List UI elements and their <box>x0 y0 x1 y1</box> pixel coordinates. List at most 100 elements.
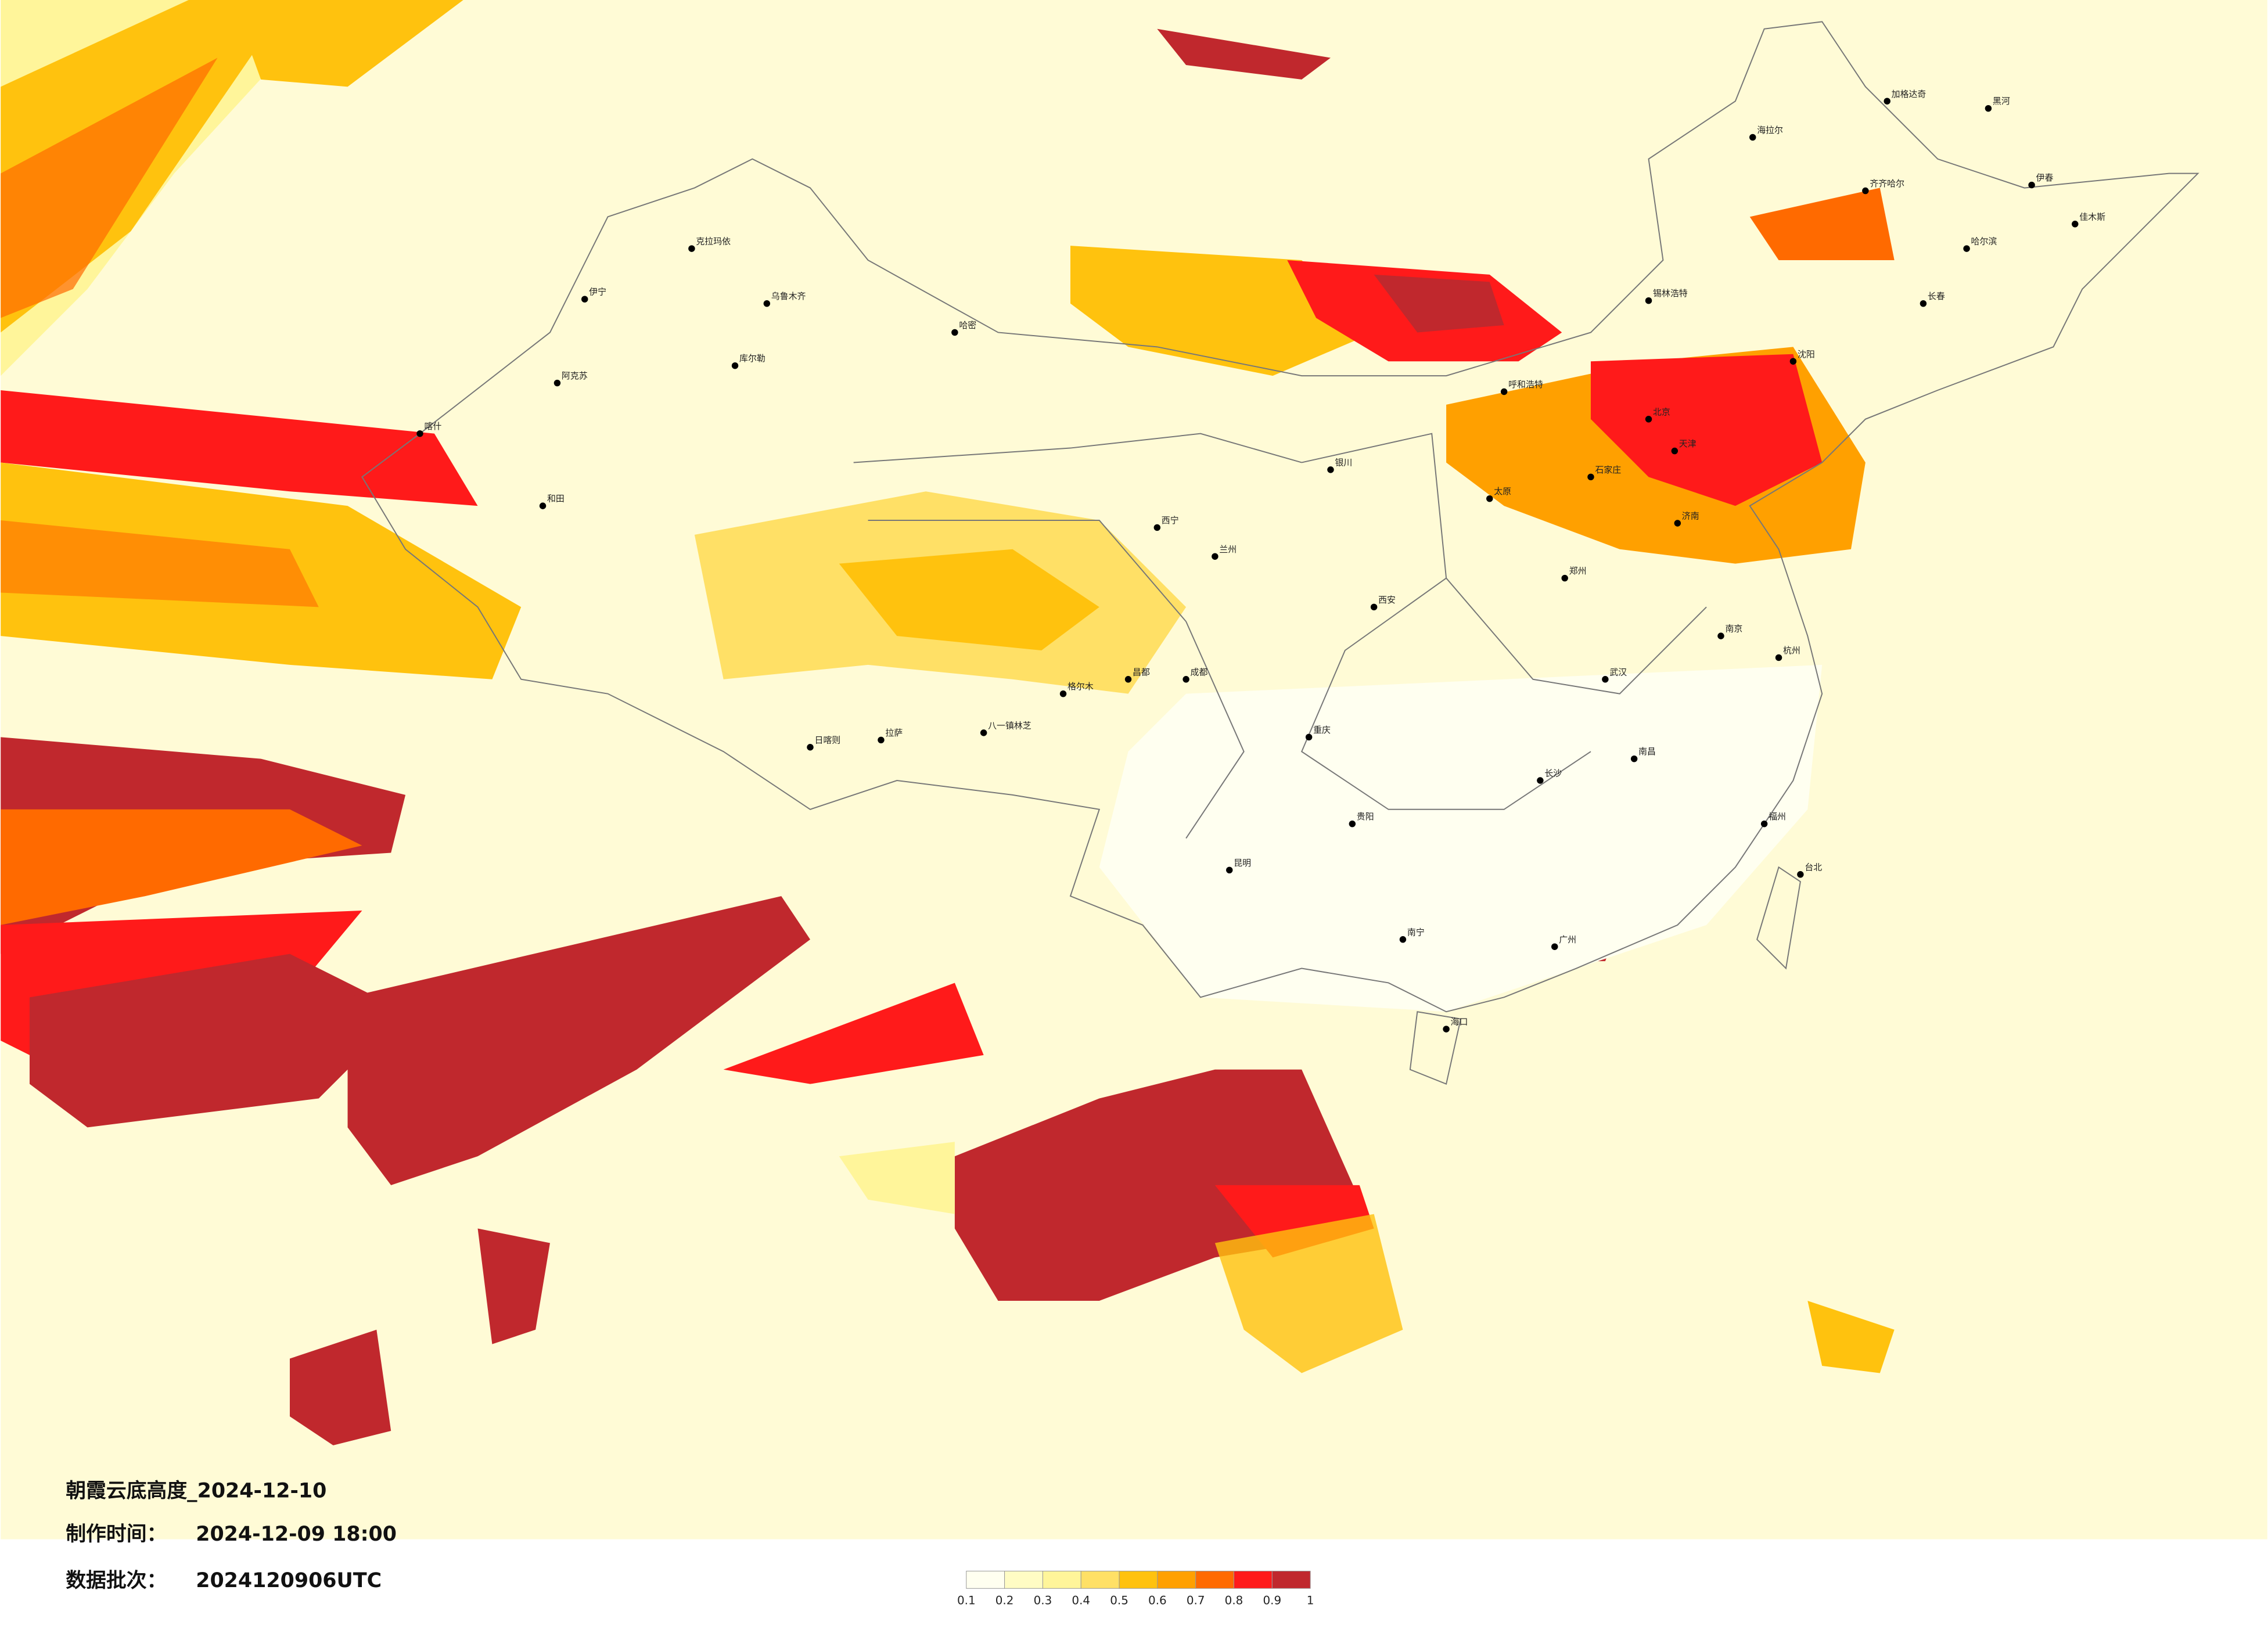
city-label: 太原 <box>1494 486 1511 497</box>
city-dot <box>1486 495 1493 502</box>
colorbar-swatch <box>1080 1570 1120 1589</box>
city-dot <box>1561 574 1568 582</box>
city-label: 杭州 <box>1783 645 1800 656</box>
city-label: 伊宁 <box>589 287 606 297</box>
colorbar-swatch <box>1157 1570 1196 1589</box>
city-dot <box>1212 553 1219 560</box>
city-dot <box>1920 300 1927 307</box>
city-dot <box>1182 676 1189 683</box>
city-dot <box>731 362 739 369</box>
colorbar-tick-label: 0.5 <box>1110 1594 1128 1607</box>
city-dot <box>416 430 423 437</box>
city-label: 长春 <box>1928 291 1945 301</box>
city-dot <box>2072 221 2079 228</box>
city-dot <box>539 502 547 509</box>
boundaries <box>361 21 2199 1085</box>
colorbar: 0.1 0.2 0.3 0.4 0.5 0.6 0.7 0.8 0.9 1 <box>957 1570 1314 1607</box>
city-label: 佳木斯 <box>2079 211 2105 222</box>
colorbar-swatch <box>1119 1570 1158 1589</box>
made-time-value: 2024-12-09 18:00 <box>196 1523 397 1546</box>
city-label: 郑州 <box>1569 566 1587 576</box>
city-label: 长沙 <box>1544 768 1562 779</box>
colorbar-swatch <box>1195 1570 1235 1589</box>
city-dot <box>1399 936 1407 943</box>
city-dot <box>1500 388 1508 395</box>
made-time-label: 制作时间： <box>66 1523 167 1546</box>
city-dot <box>1797 871 1804 878</box>
city-label: 阿克苏 <box>562 370 588 381</box>
colorbar-tick-label: 0.9 <box>1263 1594 1281 1607</box>
colorbar-tick-label: 0.1 <box>957 1594 976 1607</box>
city-label: 银川 <box>1335 457 1352 467</box>
data-batch-label: 数据批次： <box>66 1569 167 1592</box>
city-label: 广州 <box>1559 934 1576 945</box>
city-dot <box>1717 632 1724 639</box>
data-batch-value: 2024120906UTC <box>196 1569 382 1592</box>
city-dot <box>688 245 695 252</box>
city-dot <box>807 744 814 751</box>
city-dot <box>1645 297 1652 304</box>
city-dot <box>878 736 885 744</box>
colorbar-swatch <box>1004 1570 1043 1589</box>
city-dot <box>1327 466 1334 473</box>
city-dot <box>763 300 771 307</box>
city-dot <box>1862 187 1869 195</box>
colorbar-swatch <box>1271 1570 1311 1589</box>
city-label: 八一镇林芝 <box>988 720 1031 731</box>
city-dot <box>1789 358 1797 365</box>
city-dot <box>1674 520 1681 527</box>
colorbar-swatch <box>1042 1570 1081 1589</box>
city-dot <box>980 729 987 736</box>
city-label: 沈阳 <box>1798 349 1815 359</box>
city-dot <box>1671 447 1678 455</box>
city-dot <box>2028 181 2035 189</box>
city-dot <box>1884 98 1890 105</box>
city-label: 库尔勒 <box>739 353 765 364</box>
colorbar-tick-label: 0.7 <box>1187 1594 1205 1607</box>
city-dot <box>1749 134 1756 141</box>
city-dot <box>553 379 561 387</box>
city-label: 和田 <box>547 494 565 504</box>
city-dot <box>1349 820 1356 828</box>
city-label: 日喀则 <box>814 735 840 745</box>
colorbar-tick-label: 0.4 <box>1072 1594 1090 1607</box>
city-label: 南京 <box>1725 624 1742 634</box>
city-label: 海口 <box>1451 1017 1468 1027</box>
city-dot <box>1985 105 1992 112</box>
cloud-field <box>1 0 1895 1445</box>
city-dot <box>1760 820 1768 828</box>
city-dot <box>1775 654 1782 661</box>
city-label: 克拉玛依 <box>696 236 731 247</box>
colorbar-swatch <box>966 1570 1005 1589</box>
city-label: 台北 <box>1805 862 1822 872</box>
city-dot <box>1602 676 1609 683</box>
city-dot <box>581 296 588 303</box>
city-dot <box>1551 943 1558 950</box>
city-label: 伊春 <box>2036 172 2054 183</box>
city-dot <box>1370 603 1378 611</box>
city-label: 天津 <box>1679 438 1696 449</box>
colorbar-tick-label: 0.6 <box>1148 1594 1167 1607</box>
colorbar-tick-label: 0.8 <box>1225 1594 1243 1607</box>
city-dot <box>1153 524 1161 531</box>
city-label: 齐齐哈尔 <box>1870 178 1904 189</box>
colorbar-tick-label: 0.2 <box>995 1594 1014 1607</box>
city-dot <box>1124 676 1132 683</box>
city-dot <box>1305 733 1313 741</box>
colorbar-tick-label: 0.3 <box>1034 1594 1052 1607</box>
city-label: 昆明 <box>1234 858 1251 868</box>
city-dot <box>1645 416 1652 423</box>
city-label: 海拉尔 <box>1757 125 1783 135</box>
city-label: 福州 <box>1769 811 1786 822</box>
city-label: 南昌 <box>1638 746 1656 757</box>
city-label: 北京 <box>1653 406 1670 417</box>
city-label: 锡林浩特 <box>1653 288 1688 298</box>
city-label: 昌都 <box>1133 667 1150 677</box>
city-dot <box>1537 777 1544 784</box>
city-label: 格尔木 <box>1067 681 1094 692</box>
city-label: 南宁 <box>1407 927 1425 937</box>
city-label: 兰州 <box>1219 544 1237 555</box>
city-label: 哈尔滨 <box>1971 236 1997 247</box>
